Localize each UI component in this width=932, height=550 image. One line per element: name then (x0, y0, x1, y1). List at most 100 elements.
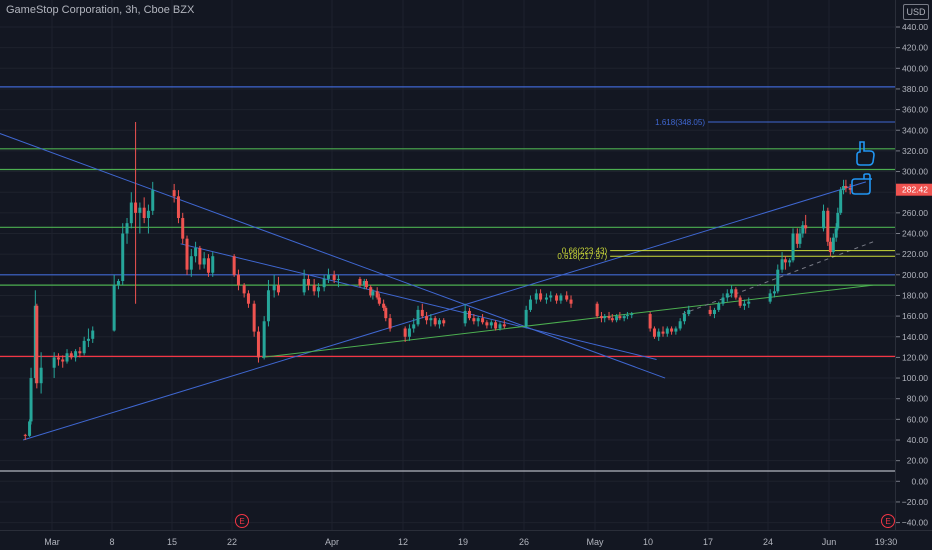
candle-body (302, 278, 306, 293)
candle-body (382, 303, 386, 308)
candle-body (828, 241, 832, 253)
candle (29, 367, 33, 425)
candle-body (595, 303, 599, 317)
candle (232, 254, 236, 277)
candle-body (151, 190, 155, 211)
candle (481, 314, 485, 325)
candle-body (189, 256, 193, 270)
candle (425, 311, 429, 325)
candle-body (35, 305, 39, 384)
candle (364, 278, 368, 290)
time-axis[interactable]: Mar 8 15 22 Apr 12 19 26 May 10 17 24 Jun 19:30 (0, 530, 932, 550)
candle-body (630, 314, 634, 316)
candle-body (412, 324, 416, 329)
price-tick-label: 300.00 (902, 167, 928, 177)
candle-body (362, 280, 366, 286)
candle-body (39, 367, 43, 384)
candle (172, 183, 176, 203)
price-axis[interactable]: 440.00 420.00 400.00 380.00 360.00 340.00 320.… (895, 0, 932, 550)
candle-body (129, 202, 133, 224)
candle (403, 326, 407, 342)
candle (472, 314, 476, 325)
candle (129, 192, 133, 229)
candle-body (549, 295, 553, 298)
candle-body (844, 186, 848, 189)
candle (476, 316, 480, 327)
candle (524, 305, 528, 329)
candle (502, 320, 506, 329)
candle (35, 303, 39, 389)
candle-body (783, 259, 787, 263)
candle (407, 324, 411, 341)
candle-body (28, 421, 32, 436)
candle (56, 353, 60, 366)
candle-body (603, 316, 607, 319)
candle (181, 212, 185, 244)
candle-body (116, 280, 120, 286)
candle-body (316, 287, 320, 292)
candle-body (524, 309, 528, 327)
candles (23, 121, 852, 440)
price-tick-label: 120.00 (902, 352, 928, 362)
candle (312, 278, 316, 296)
price-tick-label: −40.00 (902, 518, 929, 528)
candle (189, 248, 193, 277)
candle-body (442, 320, 446, 324)
earnings-event-marker (235, 514, 249, 528)
candle-body (23, 434, 27, 436)
trend-line (0, 133, 666, 379)
candle-body (599, 316, 603, 319)
candle-body (607, 316, 611, 319)
candle (252, 300, 256, 337)
candle-body (463, 310, 467, 324)
candle (657, 328, 661, 341)
time-axis-background (0, 531, 932, 550)
fib-level-label: 1.618(348.05) (655, 118, 705, 127)
candle-body (52, 357, 56, 368)
candle (442, 318, 446, 327)
candle (708, 305, 712, 317)
candle (630, 311, 634, 319)
candle-body (69, 353, 73, 358)
candle-body (142, 207, 146, 219)
price-tick-label: 160.00 (902, 311, 928, 321)
candle (780, 252, 784, 273)
candle-body (306, 278, 310, 286)
candle (682, 310, 686, 325)
candle (211, 252, 215, 277)
candle (316, 283, 320, 298)
candle (772, 285, 776, 298)
candle-body (364, 280, 368, 288)
candle (674, 326, 678, 335)
candle (151, 181, 155, 215)
price-tick-label: 380.00 (902, 84, 928, 94)
candle (302, 269, 306, 296)
candle-body (485, 322, 489, 326)
candle (242, 283, 246, 298)
candle (91, 326, 95, 343)
candle-body (801, 225, 805, 234)
candle (134, 121, 138, 304)
candle-body (420, 309, 424, 317)
candle-body (437, 320, 441, 325)
candle-body (172, 190, 176, 197)
time-tick-label: Mar (44, 537, 60, 547)
candle (839, 187, 843, 215)
candle-body (82, 340, 86, 354)
candle (194, 241, 198, 263)
candle (467, 307, 471, 321)
candle-body (112, 285, 116, 331)
candle-body (176, 196, 180, 219)
candle-body (194, 247, 198, 257)
candle-body (481, 318, 485, 323)
candle-body (206, 258, 210, 273)
candle-body (242, 285, 246, 294)
currency-button[interactable]: USD (903, 4, 929, 20)
candle-body (670, 328, 674, 332)
candle-body (826, 210, 830, 242)
candle-body (369, 287, 373, 296)
candle-body (256, 331, 260, 358)
time-tick-label: 19 (458, 537, 468, 547)
time-tick-label: 15 (167, 537, 177, 547)
